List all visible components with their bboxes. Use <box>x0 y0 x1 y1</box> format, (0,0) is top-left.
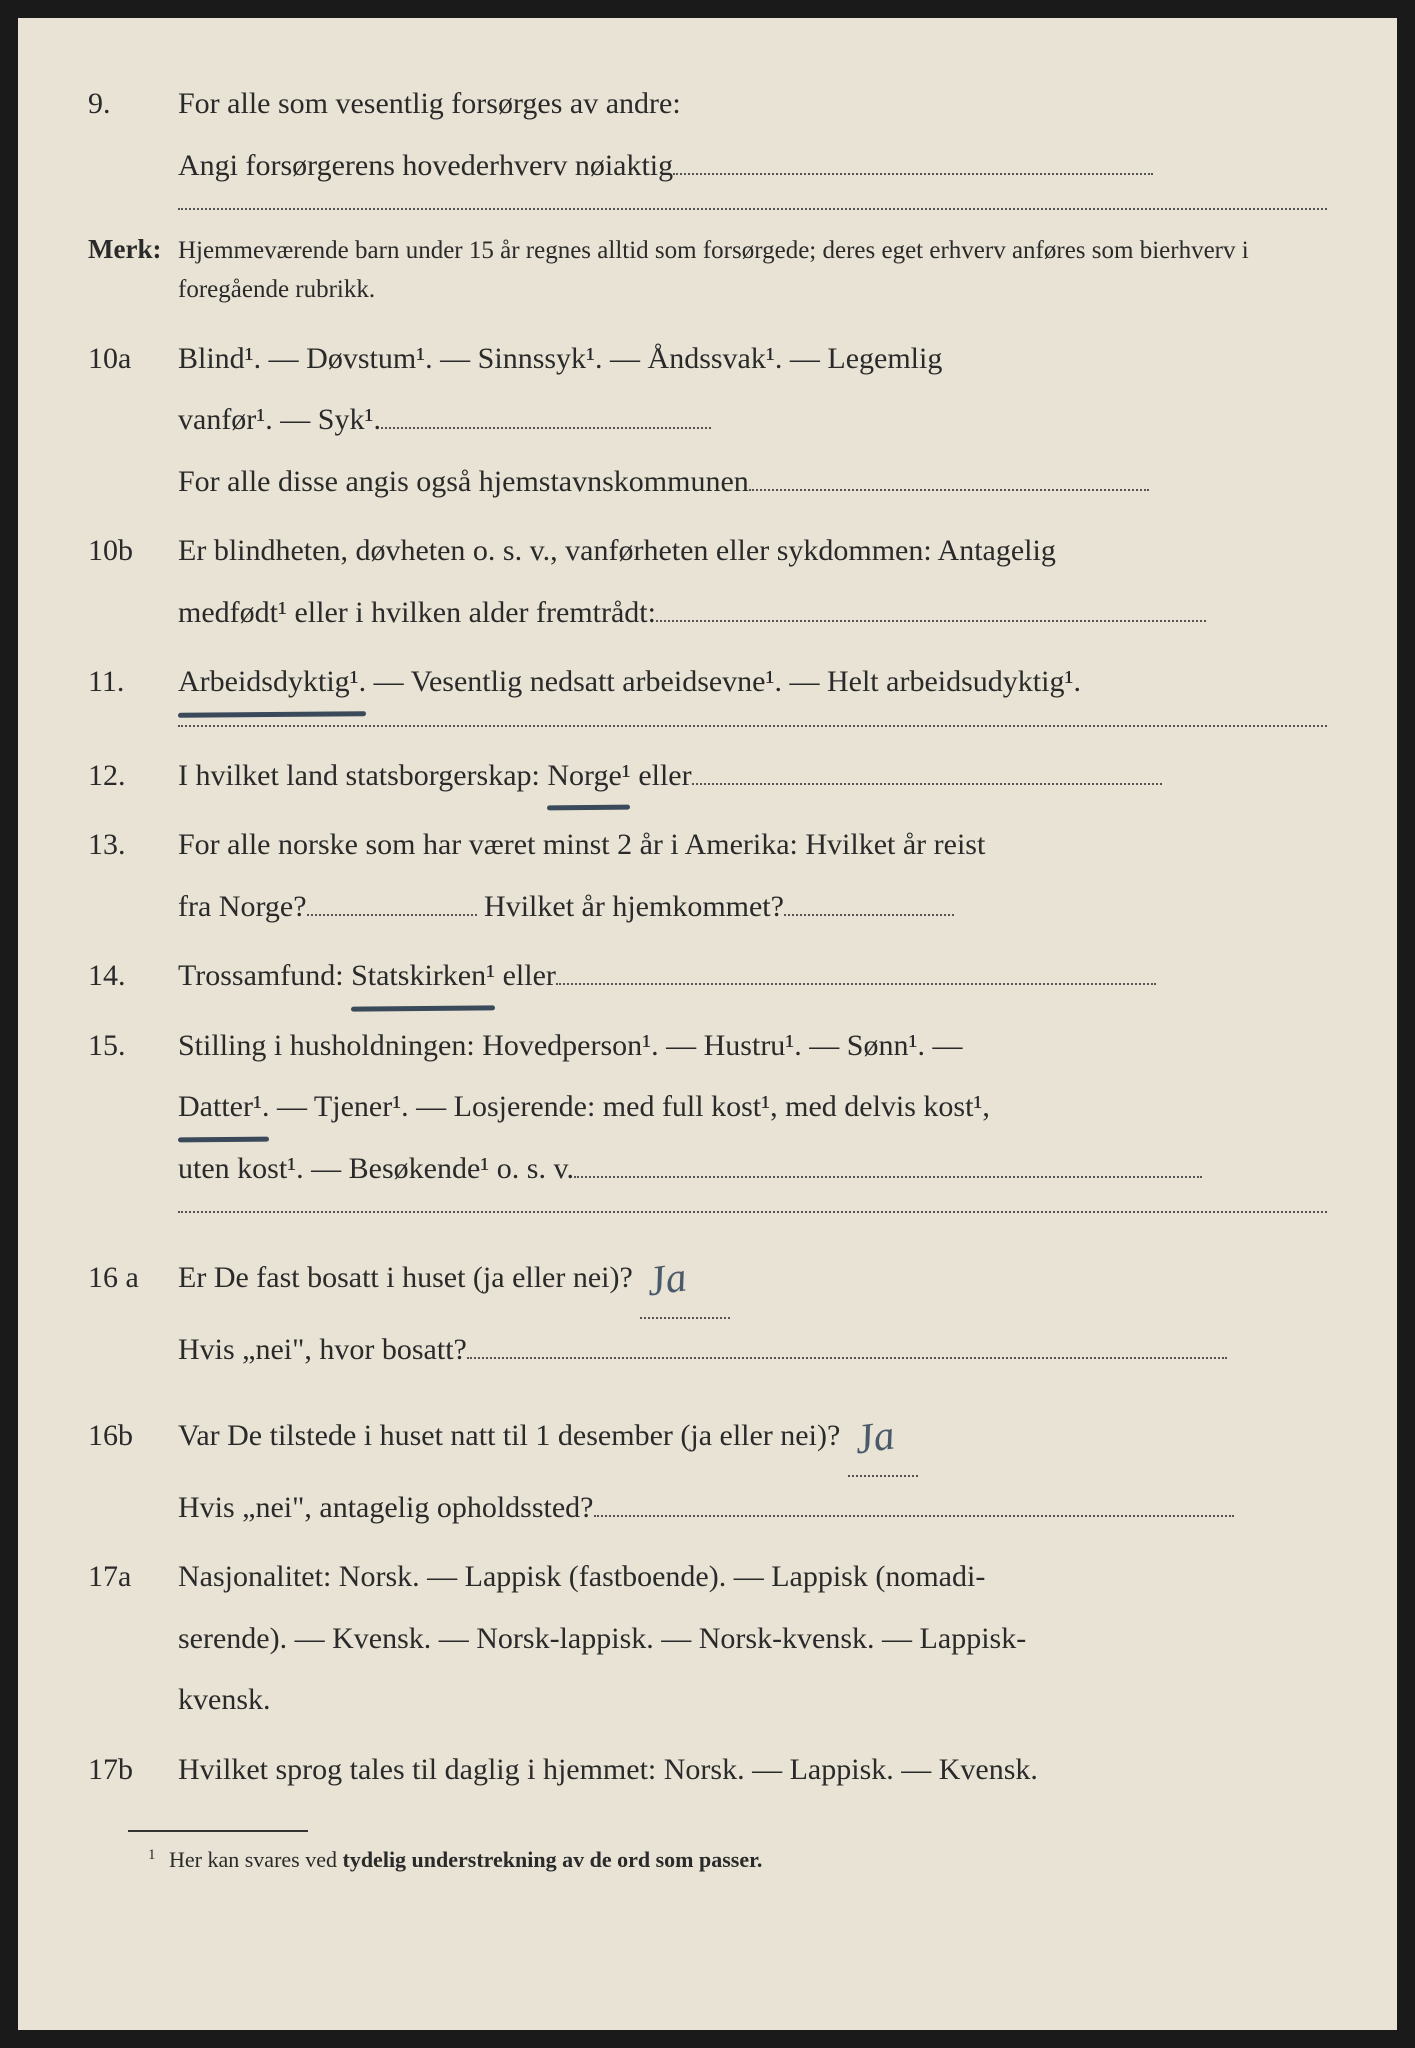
q10a-line2: vanfør¹. — Syk¹. <box>178 403 381 436</box>
question-16a: 16 a Er De fast bosatt i huset (ja eller… <box>88 1231 1327 1381</box>
question-number: 10a <box>88 335 178 383</box>
question-11: 11. Arbeidsdyktig¹. — Vesentlig nedsatt … <box>88 651 1327 713</box>
q16b-line2: Hvis „nei", antagelig opholdssted? <box>178 1491 594 1524</box>
blank-line <box>673 173 1153 175</box>
blank-line <box>574 1176 1202 1178</box>
dotted-rule <box>178 725 1327 727</box>
q14-post: eller <box>495 959 556 992</box>
question-body: Er De fast bosatt i huset (ja eller nei)… <box>178 1231 1327 1381</box>
q15-line2rest: — Tjener¹. — Losjerende: med full kost¹,… <box>269 1090 989 1123</box>
question-13: 13. For alle norske som har været minst … <box>88 814 1327 937</box>
footnote-number: 1 <box>148 1847 156 1863</box>
q13-line2b: Hvilket år hjemkommet? <box>477 890 784 923</box>
question-body: For alle som vesentlig forsørges av andr… <box>178 73 1327 196</box>
blank-line <box>381 427 711 429</box>
question-number: 13. <box>88 821 178 869</box>
question-14: 14. Trossamfund: Statskirken¹ eller <box>88 945 1327 1007</box>
footnote: 1 Her kan svares ved tydelig understrekn… <box>148 1842 1327 1877</box>
blank-line <box>556 983 1156 985</box>
footnote-rule <box>128 1830 308 1832</box>
q10a-line3: For alle disse angis også hjemstavnskomm… <box>178 465 749 498</box>
q15-line3: uten kost¹. — Besøkende¹ o. s. v. <box>178 1152 574 1185</box>
merk-label: Merk: <box>88 228 178 271</box>
question-body: Var De tilstede i huset natt til 1 desem… <box>178 1389 1327 1539</box>
question-body: Arbeidsdyktig¹. — Vesentlig nedsatt arbe… <box>178 651 1327 713</box>
question-12: 12. I hvilket land statsborgerskap: Norg… <box>88 745 1327 807</box>
question-body: Trossamfund: Statskirken¹ eller <box>178 945 1327 1007</box>
footnote-bold: tydelig understrekning av de ord som pas… <box>343 1847 763 1872</box>
question-number: 10b <box>88 527 178 575</box>
question-number: 9. <box>88 80 178 128</box>
document-page: 9. For alle som vesentlig forsørges av a… <box>18 18 1397 2030</box>
question-number: 17b <box>88 1746 178 1794</box>
underlined-answer: Arbeidsdyktig¹. <box>178 651 366 713</box>
blank-line <box>749 489 1149 491</box>
question-body: Hvilket sprog tales til daglig i hjemmet… <box>178 1739 1327 1801</box>
q15-line1: Stilling i husholdningen: Hovedperson¹. … <box>178 1029 962 1062</box>
question-body: Nasjonalitet: Norsk. — Lappisk (fastboen… <box>178 1546 1327 1731</box>
blank-line <box>692 783 1162 785</box>
q17a-line1: Nasjonalitet: Norsk. — Lappisk (fastboen… <box>178 1560 985 1593</box>
q10b-line1: Er blindheten, døvheten o. s. v., vanfør… <box>178 534 1056 567</box>
handwritten-answer: Ja <box>641 1235 692 1326</box>
dotted-rule <box>178 1211 1327 1213</box>
handwritten-answer: Ja <box>849 1392 900 1483</box>
question-10a: 10a Blind¹. — Døvstum¹. — Sinnssyk¹. — Å… <box>88 328 1327 513</box>
question-10b: 10b Er blindheten, døvheten o. s. v., va… <box>88 520 1327 643</box>
question-number: 16b <box>88 1412 178 1460</box>
blank-line <box>784 914 954 916</box>
question-17a: 17a Nasjonalitet: Norsk. — Lappisk (fast… <box>88 1546 1327 1731</box>
q17b-text: Hvilket sprog tales til daglig i hjemmet… <box>178 1753 1038 1786</box>
q10a-line1: Blind¹. — Døvstum¹. — Sinnssyk¹. — Åndss… <box>178 342 942 375</box>
footnote-pre: Her kan svares ved <box>169 1847 343 1872</box>
q13-line2a: fra Norge? <box>178 890 307 923</box>
question-number: 17a <box>88 1553 178 1601</box>
question-body: Stilling i husholdningen: Hovedperson¹. … <box>178 1015 1327 1200</box>
q14-pre: Trossamfund: <box>178 959 351 992</box>
q9-line1: For alle som vesentlig forsørges av andr… <box>178 87 681 120</box>
question-number: 14. <box>88 952 178 1000</box>
q16b-line1: Var De tilstede i huset natt til 1 desem… <box>178 1419 840 1452</box>
question-number: 11. <box>88 658 178 706</box>
underlined-answer: Statskirken¹ <box>351 945 495 1007</box>
question-15: 15. Stilling i husholdningen: Hovedperso… <box>88 1015 1327 1200</box>
blank-line <box>467 1357 1227 1359</box>
question-number: 16 a <box>88 1254 178 1302</box>
question-body: I hvilket land statsborgerskap: Norge¹ e… <box>178 745 1327 807</box>
question-16b: 16b Var De tilstede i huset natt til 1 d… <box>88 1389 1327 1539</box>
q16a-line2: Hvis „nei", hvor bosatt? <box>178 1333 467 1366</box>
q11-rest: — Vesentlig nedsatt arbeidsevne¹. — Helt… <box>366 665 1081 698</box>
underlined-answer: Datter¹. <box>178 1076 269 1138</box>
merk-note: Merk: Hjemmeværende barn under 15 år reg… <box>88 228 1327 310</box>
q17a-line3: kvensk. <box>178 1683 271 1716</box>
q16a-line1: Er De fast bosatt i huset (ja eller nei)… <box>178 1261 633 1294</box>
blank-line <box>656 620 1206 622</box>
question-body: Er blindheten, døvheten o. s. v., vanfør… <box>178 520 1327 643</box>
merk-text: Hjemmeværende barn under 15 år regnes al… <box>178 232 1327 310</box>
question-number: 12. <box>88 752 178 800</box>
underlined-answer: Norge¹ <box>547 745 630 807</box>
q9-line2: Angi forsørgerens hovederhverv nøiaktig <box>178 149 673 182</box>
blank-line: Ja <box>640 1231 730 1319</box>
blank-line <box>307 914 477 916</box>
q12-post: eller <box>631 759 692 792</box>
q10b-line2: medfødt¹ eller i hvilken alder fremtrådt… <box>178 596 656 629</box>
blank-line: Ja <box>848 1389 918 1477</box>
question-body: Blind¹. — Døvstum¹. — Sinnssyk¹. — Åndss… <box>178 328 1327 513</box>
question-body: For alle norske som har været minst 2 år… <box>178 814 1327 937</box>
blank-line <box>594 1515 1234 1517</box>
dotted-rule <box>178 208 1327 210</box>
q12-pre: I hvilket land statsborgerskap: <box>178 759 547 792</box>
q13-line1: For alle norske som har været minst 2 år… <box>178 828 985 861</box>
question-9: 9. For alle som vesentlig forsørges av a… <box>88 73 1327 196</box>
question-number: 15. <box>88 1022 178 1070</box>
q17a-line2: serende). — Kvensk. — Norsk-lappisk. — N… <box>178 1622 1026 1655</box>
question-17b: 17b Hvilket sprog tales til daglig i hje… <box>88 1739 1327 1801</box>
